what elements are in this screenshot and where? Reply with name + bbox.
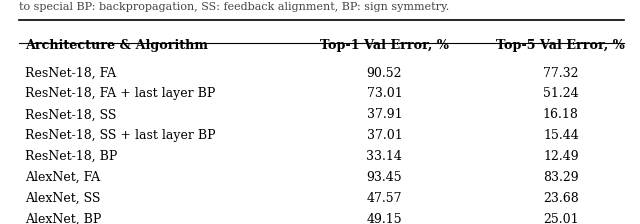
Text: 16.18: 16.18 — [543, 108, 579, 121]
Text: Top-1 Val Error, %: Top-1 Val Error, % — [320, 39, 449, 52]
Text: 37.01: 37.01 — [367, 129, 403, 142]
Text: Top-5 Val Error, %: Top-5 Val Error, % — [497, 39, 625, 52]
Text: 15.44: 15.44 — [543, 129, 579, 142]
Text: 33.14: 33.14 — [367, 150, 403, 163]
Text: 23.68: 23.68 — [543, 192, 579, 205]
Text: ResNet-18, FA + last layer BP: ResNet-18, FA + last layer BP — [25, 87, 216, 100]
Text: 51.24: 51.24 — [543, 87, 579, 100]
Text: AlexNet, SS: AlexNet, SS — [25, 192, 100, 205]
Text: AlexNet, FA: AlexNet, FA — [25, 171, 100, 184]
Text: to special BP: backpropagation, SS: feedback alignment, BP: sign symmetry.: to special BP: backpropagation, SS: feed… — [19, 2, 449, 12]
Text: ResNet-18, SS + last layer BP: ResNet-18, SS + last layer BP — [25, 129, 216, 142]
Text: Architecture & Algorithm: Architecture & Algorithm — [25, 39, 208, 52]
Text: 37.91: 37.91 — [367, 108, 402, 121]
Text: 83.29: 83.29 — [543, 171, 579, 184]
Text: 12.49: 12.49 — [543, 150, 579, 163]
Text: 47.57: 47.57 — [367, 192, 402, 205]
Text: ResNet-18, BP: ResNet-18, BP — [25, 150, 118, 163]
Text: ResNet-18, FA: ResNet-18, FA — [25, 67, 116, 80]
Text: 77.32: 77.32 — [543, 67, 579, 80]
Text: 93.45: 93.45 — [367, 171, 402, 184]
Text: AlexNet, BP: AlexNet, BP — [25, 213, 102, 224]
Text: 73.01: 73.01 — [367, 87, 403, 100]
Text: ResNet-18, SS: ResNet-18, SS — [25, 108, 116, 121]
Text: 25.01: 25.01 — [543, 213, 579, 224]
Text: 90.52: 90.52 — [367, 67, 402, 80]
Text: 49.15: 49.15 — [367, 213, 402, 224]
